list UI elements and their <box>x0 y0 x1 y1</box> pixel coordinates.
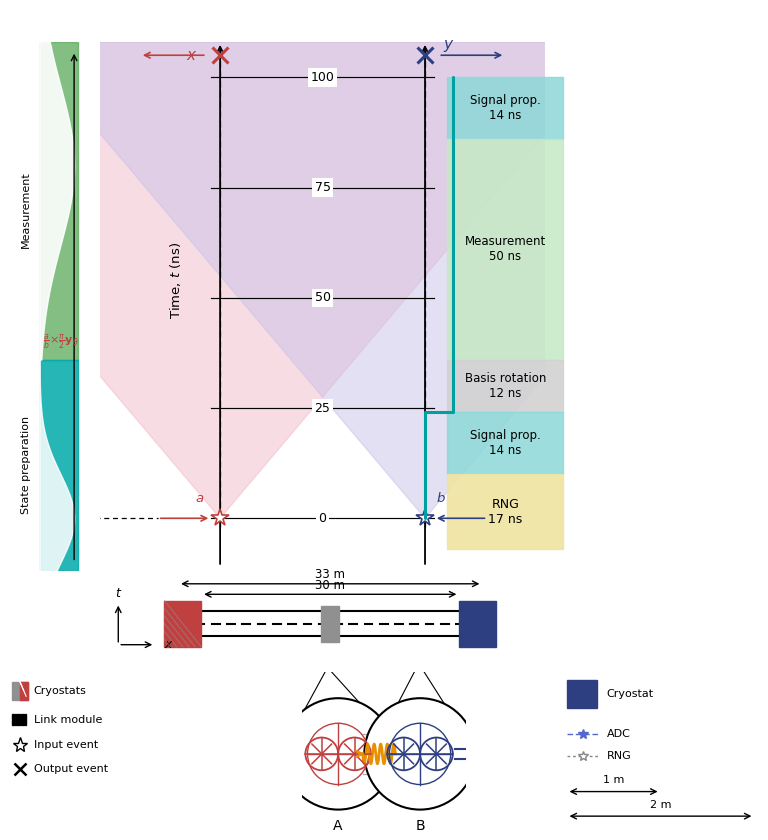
Bar <box>459 601 496 647</box>
Bar <box>447 77 563 139</box>
Text: $y$: $y$ <box>443 39 455 55</box>
Bar <box>25 714 26 725</box>
Text: Output event: Output event <box>34 764 108 774</box>
Bar <box>22 714 24 725</box>
Text: Signal prop.
14 ns: Signal prop. 14 ns <box>470 429 541 457</box>
Text: State preparation: State preparation <box>21 417 31 514</box>
Bar <box>447 139 563 360</box>
Bar <box>447 412 563 474</box>
Text: Link module: Link module <box>34 715 102 725</box>
Text: ADC: ADC <box>607 729 631 739</box>
Bar <box>40 42 78 360</box>
Text: 1 m: 1 m <box>603 775 624 785</box>
Text: 0: 0 <box>319 512 326 525</box>
Text: $x$: $x$ <box>164 638 174 651</box>
Text: Input event: Input event <box>34 740 98 750</box>
Text: 75: 75 <box>315 181 330 194</box>
Text: Measurement
50 ns: Measurement 50 ns <box>465 235 546 263</box>
Text: A: A <box>333 819 343 833</box>
Text: Cryostat: Cryostat <box>607 689 654 699</box>
Circle shape <box>364 698 475 810</box>
Bar <box>164 601 201 647</box>
Text: Basis rotation
12 ns: Basis rotation 12 ns <box>465 372 546 400</box>
Text: B: B <box>415 819 425 833</box>
Bar <box>17 714 18 725</box>
Text: RNG
17 ns: RNG 17 ns <box>488 497 522 526</box>
Text: 100: 100 <box>310 71 335 84</box>
Bar <box>447 360 563 412</box>
Text: RNG: RNG <box>607 750 631 760</box>
Text: 33 m: 33 m <box>315 568 346 580</box>
Text: 2 m: 2 m <box>650 800 671 810</box>
Text: 30 m: 30 m <box>315 580 346 592</box>
Text: $\frac{a}{b}{\times}\frac{\pi}{2}\mathbf{y}_\theta$: $\frac{a}{b}{\times}\frac{\pi}{2}\mathbf… <box>43 332 79 350</box>
Text: Measurement: Measurement <box>21 171 31 248</box>
Bar <box>15 714 16 725</box>
Circle shape <box>283 698 394 810</box>
Text: Time, $t$ (ns): Time, $t$ (ns) <box>168 242 183 318</box>
Bar <box>20 714 22 725</box>
Bar <box>321 606 339 642</box>
Text: $x$: $x$ <box>187 48 198 63</box>
Text: Cryostats: Cryostats <box>34 685 87 696</box>
Text: $t$: $t$ <box>114 586 122 600</box>
Bar <box>40 360 78 571</box>
Text: 50: 50 <box>315 291 330 304</box>
Text: Signal prop.
14 ns: Signal prop. 14 ns <box>470 94 541 122</box>
Bar <box>12 682 28 700</box>
Text: 25: 25 <box>315 402 330 414</box>
Bar <box>567 680 597 708</box>
Text: $b$: $b$ <box>436 491 446 505</box>
Text: $a$: $a$ <box>195 492 204 505</box>
Bar <box>447 474 563 549</box>
Bar <box>20 682 28 700</box>
Bar <box>12 714 14 725</box>
